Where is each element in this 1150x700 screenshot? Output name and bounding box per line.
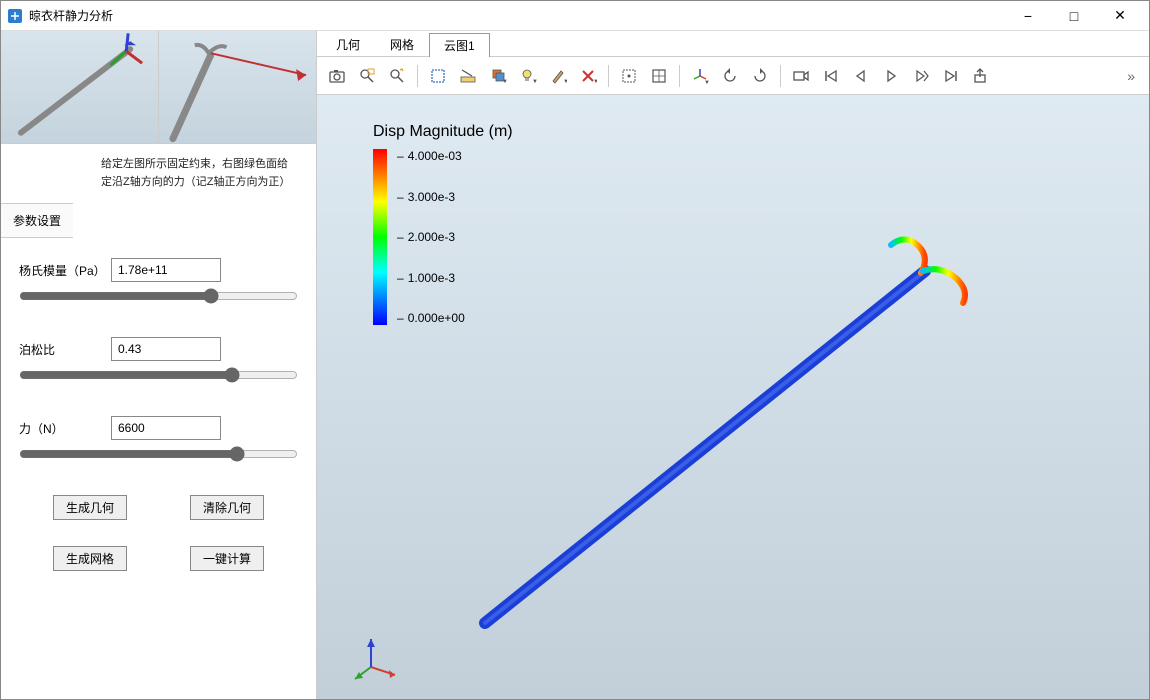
svg-text:▼: ▼: [502, 79, 507, 85]
layers-icon[interactable]: ▼: [484, 62, 512, 90]
ruler-icon[interactable]: [454, 62, 482, 90]
pick-point-icon[interactable]: [615, 62, 643, 90]
tab-mesh[interactable]: 网格: [375, 32, 429, 56]
export-icon[interactable]: [967, 62, 995, 90]
poisson-slider[interactable]: [19, 367, 298, 383]
pick-box-icon[interactable]: [645, 62, 673, 90]
window-controls: − □ ✕: [1005, 1, 1143, 31]
select-box-icon[interactable]: [424, 62, 452, 90]
legend-title: Disp Magnitude (m): [373, 123, 513, 141]
tab-geometry[interactable]: 几何: [321, 32, 375, 56]
param-youngs: 杨氏模量（Pa）: [19, 258, 298, 282]
svg-text:▼: ▼: [563, 79, 567, 85]
legend-tick: 4.000e-03: [397, 149, 465, 163]
camera-icon[interactable]: [323, 62, 351, 90]
app-window: 晾衣杆静力分析 − □ ✕: [0, 0, 1150, 700]
forward-icon[interactable]: [937, 62, 965, 90]
close-button[interactable]: ✕: [1097, 1, 1143, 31]
step-fwd-icon[interactable]: [907, 62, 935, 90]
legend-colorbar: [373, 149, 387, 325]
delete-x-icon[interactable]: ▼: [574, 62, 602, 90]
play-icon[interactable]: [877, 62, 905, 90]
tab-bar: 几何 网格 云图1: [317, 31, 1149, 57]
legend-tick: 3.000e-3: [397, 190, 465, 204]
rotate-cw-icon[interactable]: [746, 62, 774, 90]
left-panel: 给定左图所示固定约束，右图绿色面给定沿Z轴方向的力（记Z轴正方向为正） 参数设置…: [1, 31, 317, 699]
axes-icon[interactable]: ▼: [686, 62, 714, 90]
generate-mesh-button[interactable]: 生成网格: [53, 546, 127, 571]
minimize-button[interactable]: −: [1005, 1, 1051, 31]
thumbnail-load[interactable]: [159, 31, 316, 143]
force-slider[interactable]: [19, 446, 298, 462]
legend-ticks: 4.000e-03 3.000e-3 2.000e-3 1.000e-3 0.0…: [397, 149, 465, 325]
poisson-label: 泊松比: [19, 341, 111, 358]
legend-tick: 1.000e-3: [397, 271, 465, 285]
generate-geometry-button[interactable]: 生成几何: [53, 495, 127, 520]
description-text: 给定左图所示固定约束，右图绿色面给定沿Z轴方向的力（记Z轴正方向为正）: [1, 144, 316, 203]
youngs-slider[interactable]: [19, 288, 298, 304]
svg-text:▼: ▼: [532, 79, 537, 85]
color-legend: Disp Magnitude (m) 4.000e-03 3.000e-3 2.…: [373, 123, 513, 325]
viewport-3d[interactable]: Disp Magnitude (m) 4.000e-03 3.000e-3 2.…: [317, 95, 1149, 699]
window-title: 晾衣杆静力分析: [29, 7, 1005, 24]
params-group-header: 参数设置: [1, 203, 73, 238]
titlebar: 晾衣杆静力分析 − □ ✕: [1, 1, 1149, 31]
app-icon: [7, 8, 23, 24]
poisson-input[interactable]: [111, 337, 221, 361]
thumbnail-row: [1, 31, 316, 144]
video-icon[interactable]: [787, 62, 815, 90]
compute-button[interactable]: 一键计算: [190, 546, 264, 571]
right-panel: 几何 网格 云图1 ▼ ▼ ▼ ▼ ▼: [317, 31, 1149, 699]
axis-triad-icon: [353, 633, 403, 683]
svg-text:▼: ▼: [704, 80, 709, 85]
legend-tick: 2.000e-3: [397, 230, 465, 244]
params-group: 杨氏模量（Pa） 泊松比 力（N） 生成几何 清除几何: [1, 238, 316, 571]
svg-text:▼: ▼: [593, 79, 597, 85]
rewind-icon[interactable]: [817, 62, 845, 90]
youngs-input[interactable]: [111, 258, 221, 282]
bulb-icon[interactable]: ▼: [514, 62, 542, 90]
zoom-window-icon[interactable]: [353, 62, 381, 90]
force-label: 力（N）: [19, 420, 111, 437]
zoom-auto-icon[interactable]: [383, 62, 411, 90]
toolbar: ▼ ▼ ▼ ▼ ▼ »: [317, 57, 1149, 95]
thumbnail-constraint[interactable]: [1, 31, 159, 143]
param-poisson: 泊松比: [19, 337, 298, 361]
legend-tick: 0.000e+00: [397, 311, 465, 325]
force-input[interactable]: [111, 416, 221, 440]
maximize-button[interactable]: □: [1051, 1, 1097, 31]
toolbar-overflow-icon[interactable]: »: [1119, 68, 1143, 84]
tab-cloud[interactable]: 云图1: [429, 33, 490, 57]
clear-geometry-button[interactable]: 清除几何: [190, 495, 264, 520]
brush-icon[interactable]: ▼: [544, 62, 572, 90]
youngs-label: 杨氏模量（Pa）: [19, 262, 111, 279]
step-back-icon[interactable]: [847, 62, 875, 90]
rotate-ccw-icon[interactable]: [716, 62, 744, 90]
param-force: 力（N）: [19, 416, 298, 440]
